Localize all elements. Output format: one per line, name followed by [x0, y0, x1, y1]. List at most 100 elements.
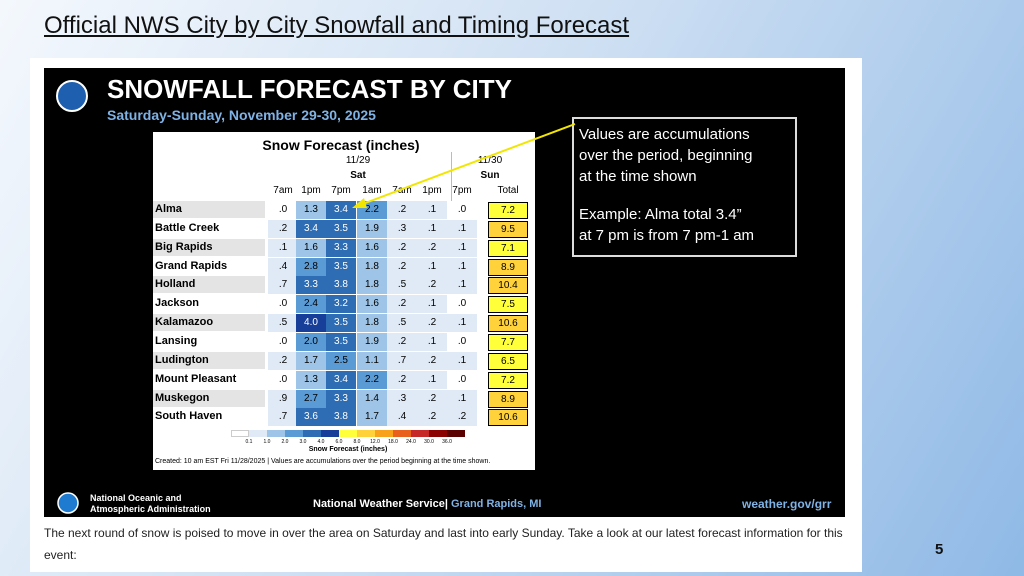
snow-cell: .1 [447, 219, 477, 238]
legend-label: 30.0 [424, 439, 434, 445]
snow-cell: .2 [417, 351, 447, 370]
snow-cell: 1.6 [357, 295, 387, 314]
snow-cell: .2 [268, 351, 298, 370]
date: 11/30 [477, 155, 503, 166]
snow-cell: .0 [268, 201, 298, 219]
legend-label: 12.0 [370, 439, 380, 445]
snow-cell: 2.8 [296, 257, 326, 276]
snow-cell: .9 [268, 389, 298, 408]
time-header: 7am [392, 185, 412, 196]
snow-cell: .1 [417, 201, 447, 219]
snow-cell: .1 [447, 276, 477, 295]
snow-cell: .0 [268, 332, 298, 351]
legend-label: 3.0 [299, 439, 307, 445]
city-label: Jackson [153, 295, 265, 313]
total-cell: 8.9 [488, 390, 528, 408]
total-cell: 7.2 [488, 202, 528, 219]
snow-cell: .2 [417, 276, 447, 295]
snow-cell: 1.8 [357, 276, 387, 295]
snow-cell: .4 [387, 408, 417, 427]
table-title: Snow Forecast (inches) [262, 137, 420, 153]
legend-swatch [447, 430, 465, 437]
snow-cell: .7 [268, 408, 298, 427]
snow-cell: 3.4 [326, 201, 356, 219]
snow-cell: .2 [417, 314, 447, 333]
snow-cell: 3.3 [326, 238, 356, 257]
city-label: South Haven [153, 408, 265, 426]
time-header: 7pm [331, 185, 351, 196]
snow-cell: 4.0 [296, 314, 326, 333]
legend-swatch [339, 430, 357, 437]
snow-cell: .1 [417, 370, 447, 389]
snow-cell: .5 [268, 314, 298, 333]
graphic-heading: SNOWFALL FORECAST BY CITY [107, 74, 512, 104]
snow-cell: 1.3 [296, 370, 326, 389]
date: 11/29 [345, 155, 371, 166]
legend-swatch [375, 430, 393, 437]
snow-cell: .2 [447, 408, 477, 427]
day-divider [451, 152, 452, 212]
snow-cell: .1 [268, 238, 298, 257]
snow-cell: 1.1 [357, 351, 387, 370]
snow-cell: .2 [387, 201, 417, 219]
snow-cell: .1 [447, 238, 477, 257]
city-label: Holland [153, 276, 265, 294]
footer-service: National Weather Service| Grand Rapids, … [313, 498, 541, 510]
snow-cell: .1 [417, 295, 447, 314]
nws-logo [56, 80, 88, 112]
snow-cell: 3.5 [326, 219, 356, 238]
agency: National Oceanic and Atmospheric Administ… [90, 493, 211, 515]
snow-cell: .2 [387, 238, 417, 257]
day: Sun [480, 170, 500, 181]
total-header: Total [497, 185, 519, 196]
snow-cell: .2 [417, 389, 447, 408]
snow-cell: .2 [417, 408, 447, 427]
legend-swatch [303, 430, 321, 437]
time-header: 7am [273, 185, 293, 196]
snow-cell: 2.5 [326, 351, 356, 370]
snow-cell: 1.3 [296, 201, 326, 219]
noaa-logo [57, 492, 79, 514]
table-note: Created: 10 am EST Fri 11/28/2025 | Valu… [155, 458, 491, 465]
snow-cell: .1 [447, 314, 477, 333]
snow-cell: .7 [387, 351, 417, 370]
snow-cell: .2 [268, 219, 298, 238]
total-cell: 9.5 [488, 220, 528, 238]
legend-swatch [411, 430, 429, 437]
callout-line: over the period, beginning [579, 147, 753, 164]
total-cell: 6.5 [488, 352, 528, 370]
time-header: 1pm [301, 185, 321, 196]
snow-cell: .0 [268, 295, 298, 314]
legend-swatch [267, 430, 285, 437]
callout: Values are accumulations over the period,… [572, 117, 797, 257]
time-header: 1pm [422, 185, 442, 196]
city-label: Ludington [153, 351, 265, 369]
legend-label: 36.0 [442, 439, 452, 445]
snow-cell: 3.4 [326, 370, 356, 389]
snow-cell: 2.0 [296, 332, 326, 351]
snow-cell: 3.3 [326, 389, 356, 408]
snow-cell: .5 [387, 276, 417, 295]
callout-line: at 7 pm is from 7 pm-1 am [579, 227, 755, 244]
snow-cell: .0 [447, 295, 477, 314]
snow-cell: 1.9 [357, 219, 387, 238]
caption: The next round of snow is poised to move… [44, 526, 843, 562]
legend-label: 2.0 [281, 439, 289, 445]
graphic-subtitle: Saturday-Sunday, November 29-30, 2025 [107, 107, 376, 123]
snow-cell: .1 [447, 389, 477, 408]
page-number: 5 [935, 541, 944, 558]
callout-line: at the time shown [579, 168, 697, 185]
snow-cell: .3 [387, 389, 417, 408]
legend-label: 1.0 [263, 439, 271, 445]
snow-cell: 1.6 [296, 238, 326, 257]
slide-title: Official NWS City by City Snowfall and T… [44, 12, 630, 39]
snow-cell: .2 [417, 238, 447, 257]
city-label: Lansing [153, 332, 265, 350]
footer-url: weather.gov/grr [742, 497, 832, 511]
legend-swatch [321, 430, 339, 437]
snow-cell: 2.7 [296, 389, 326, 408]
agency-line: National Oceanic and [90, 493, 182, 503]
snow-cell: 1.7 [296, 351, 326, 370]
city-label: Big Rapids [153, 238, 265, 256]
total-cell: 10.4 [488, 277, 528, 295]
